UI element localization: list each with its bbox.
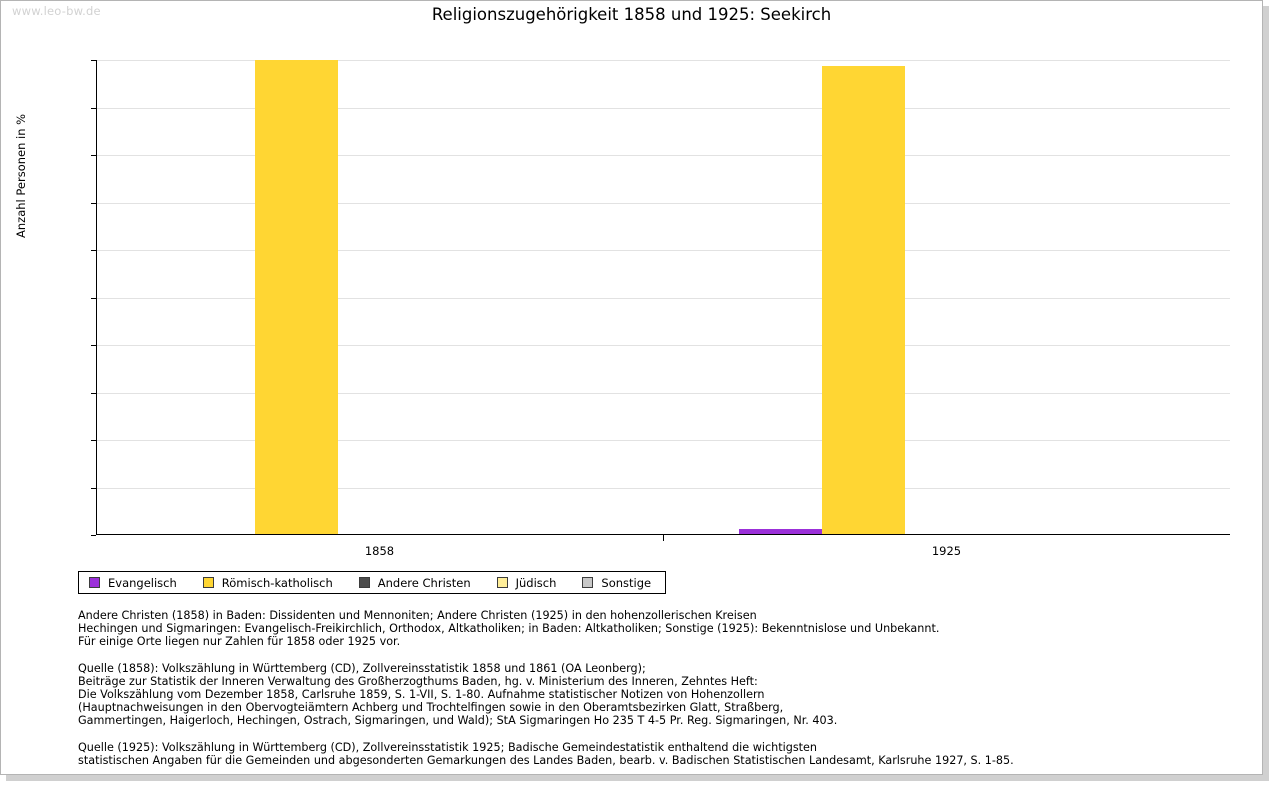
gridline: [96, 297, 1230, 299]
gridline: [96, 155, 1230, 156]
x-tick-separator: [663, 535, 664, 541]
legend-item-evangelisch[interactable]: Evangelisch: [89, 576, 177, 590]
y-tick-mark: [91, 345, 96, 346]
y-tick-mark: [91, 535, 96, 536]
legend-label: Jüdisch: [515, 575, 557, 590]
footnote-line: Gammertingen, Haigerloch, Hechingen, Ost…: [78, 714, 838, 728]
site-watermark: www.leo-bw.de: [12, 4, 101, 18]
bar-1925-evangelisch: [739, 529, 822, 535]
footnote-line: Andere Christen (1858) in Baden: Disside…: [78, 609, 757, 622]
gridline: [96, 345, 1230, 346]
legend-swatch-icon: [358, 577, 370, 588]
legend-swatch-icon: [89, 577, 100, 588]
x-tick-label: 1858: [364, 544, 395, 558]
legend-label: Römisch-katholisch: [221, 575, 333, 590]
legend-item-j-disch[interactable]: Jüdisch: [496, 575, 557, 590]
footnotes: Andere Christen (1858) in Baden: Disside…: [78, 609, 1198, 780]
y-tick-mark: [91, 202, 96, 204]
legend-item-sonstige[interactable]: Sonstige: [582, 576, 651, 590]
frame-shadow-right: [1263, 6, 1269, 781]
footnote-line: Quelle (1925): Volkszählung in Württembe…: [78, 740, 818, 754]
legend-swatch-icon: [496, 577, 508, 588]
gridline: [96, 60, 1230, 61]
gridline: [96, 107, 1230, 109]
y-tick-mark: [91, 60, 96, 61]
legend-label: Andere Christen: [377, 575, 471, 590]
footnote-definitions: Andere Christen (1858) in Baden: Disside…: [78, 609, 1198, 649]
footnote-line: Hechingen und Sigmaringen: Evangelisch-F…: [78, 622, 940, 636]
chart-frame: [0, 0, 1263, 775]
frame-shadow-bottom: [6, 775, 1269, 781]
legend-label: Sonstige: [601, 575, 652, 590]
bar-1858-r-misch-katholisch: [255, 60, 338, 535]
plot-area: Anzahl Personen in % 0102030405060708090…: [14, 60, 1230, 558]
y-tick-mark: [91, 297, 96, 299]
y-tick-mark: [91, 250, 96, 251]
gridline: [96, 250, 1230, 251]
y-axis-label: Anzahl Personen in %: [14, 113, 28, 238]
gridline: [96, 202, 1230, 204]
bar-1925-r-misch-katholisch: [822, 65, 905, 535]
footnote-line: Die Volkszählung vom Dezember 1858, Carl…: [78, 688, 765, 702]
legend-swatch-icon: [582, 577, 594, 588]
legend-swatch-icon: [202, 577, 214, 588]
x-tick-label: 1925: [931, 544, 962, 558]
footnote-source-1925: Quelle (1925): Volkszählung in Württembe…: [78, 741, 1198, 767]
gridline: [96, 487, 1230, 489]
footnote-line: statistischen Angaben für die Gemeinden …: [78, 753, 1014, 767]
gridline: [96, 440, 1230, 441]
y-tick-mark: [91, 155, 96, 156]
footnote-line: (Hauptnachweisungen in den Obervogteiämt…: [78, 701, 784, 715]
footnote-line: Quelle (1858): Volkszählung in Württembe…: [78, 661, 646, 675]
y-tick-mark: [91, 487, 96, 489]
legend-label: Evangelisch: [108, 575, 177, 590]
plot-axes: [96, 60, 1230, 535]
footnote-line: Für einige Orte liegen nur Zahlen für 18…: [78, 635, 401, 649]
y-tick-mark: [91, 440, 96, 441]
legend-item-andere-christen[interactable]: Andere Christen: [358, 575, 471, 590]
gridline: [96, 392, 1230, 394]
chart-title: Religionszugehörigkeit 1858 und 1925: Se…: [431, 5, 832, 24]
y-tick-mark: [91, 107, 96, 109]
chart-legend: Evangelisch Römisch-katholisch Andere Chri…: [78, 571, 667, 594]
footnote-source-1858: Quelle (1858): Volkszählung in Württembe…: [78, 662, 1198, 728]
legend-item-r-misch-katholisch[interactable]: Römisch-katholisch: [202, 575, 333, 590]
y-tick-mark: [91, 392, 96, 394]
footnote-line: Beiträge zur Statistik der Inneren Verwa…: [78, 674, 758, 688]
